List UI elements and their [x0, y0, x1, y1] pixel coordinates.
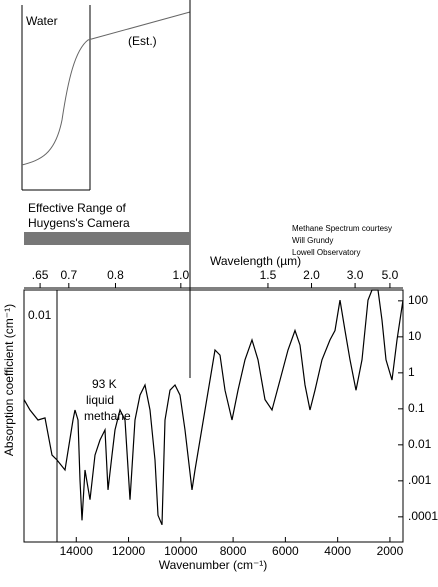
x-tick-label: 4000	[324, 544, 351, 558]
y-tick-label: .0001	[408, 509, 438, 523]
sample-label: 93 K	[92, 377, 117, 391]
y-tick-label: 0.01	[408, 437, 432, 451]
water-label: Water	[26, 14, 58, 28]
water-curve	[21, 11, 191, 166]
top-tick-label: 1.5	[260, 268, 277, 282]
credit: Methane Spectrum courtesy	[292, 224, 392, 233]
y-tick-label: 0.1	[408, 401, 425, 415]
top-tick-label: 3.0	[347, 268, 364, 282]
estimate-label: (Est.)	[128, 34, 157, 48]
x-tick-label: 10000	[164, 544, 198, 558]
top-tick-label: 0.8	[107, 268, 124, 282]
camera-label: Huygens's Camera	[28, 216, 130, 230]
x-tick-label: 14000	[60, 544, 94, 558]
top-tick-label: 2.0	[303, 268, 320, 282]
y-tick-label: 100	[408, 293, 428, 307]
x-tick-label: 6000	[272, 544, 299, 558]
credit: Will Grundy	[292, 236, 333, 245]
x-tick-label: 12000	[112, 544, 146, 558]
x-tick-label: 8000	[220, 544, 247, 558]
y-axis-label: Absorption coefficient (cm⁻¹)	[2, 304, 16, 456]
top-tick-label: .65	[32, 268, 49, 282]
top-tick-label: 5.0	[382, 268, 399, 282]
x-axis-label: Wavenumber (cm⁻¹)	[159, 558, 268, 572]
top-tick-label: 1.0	[172, 268, 189, 282]
top-tick-label: 0.7	[60, 268, 77, 282]
camera-range-bar	[24, 232, 190, 245]
credit: Lowell Observatory	[292, 248, 360, 257]
camera-label: Effective Range of	[28, 201, 127, 215]
y-tick-label: .001	[408, 473, 432, 487]
sample-label: methane	[84, 409, 131, 423]
y-tick-label: 1	[408, 365, 415, 379]
x-tick-label: 2000	[377, 544, 404, 558]
top-axis-label: Wavelength (µm)	[210, 254, 301, 268]
spectrum-line	[23, 289, 404, 526]
y-tick-label: 10	[408, 329, 422, 343]
plot-frame	[23, 289, 404, 543]
sample-label: liquid	[86, 393, 114, 407]
box-label: 0.01	[28, 308, 52, 322]
